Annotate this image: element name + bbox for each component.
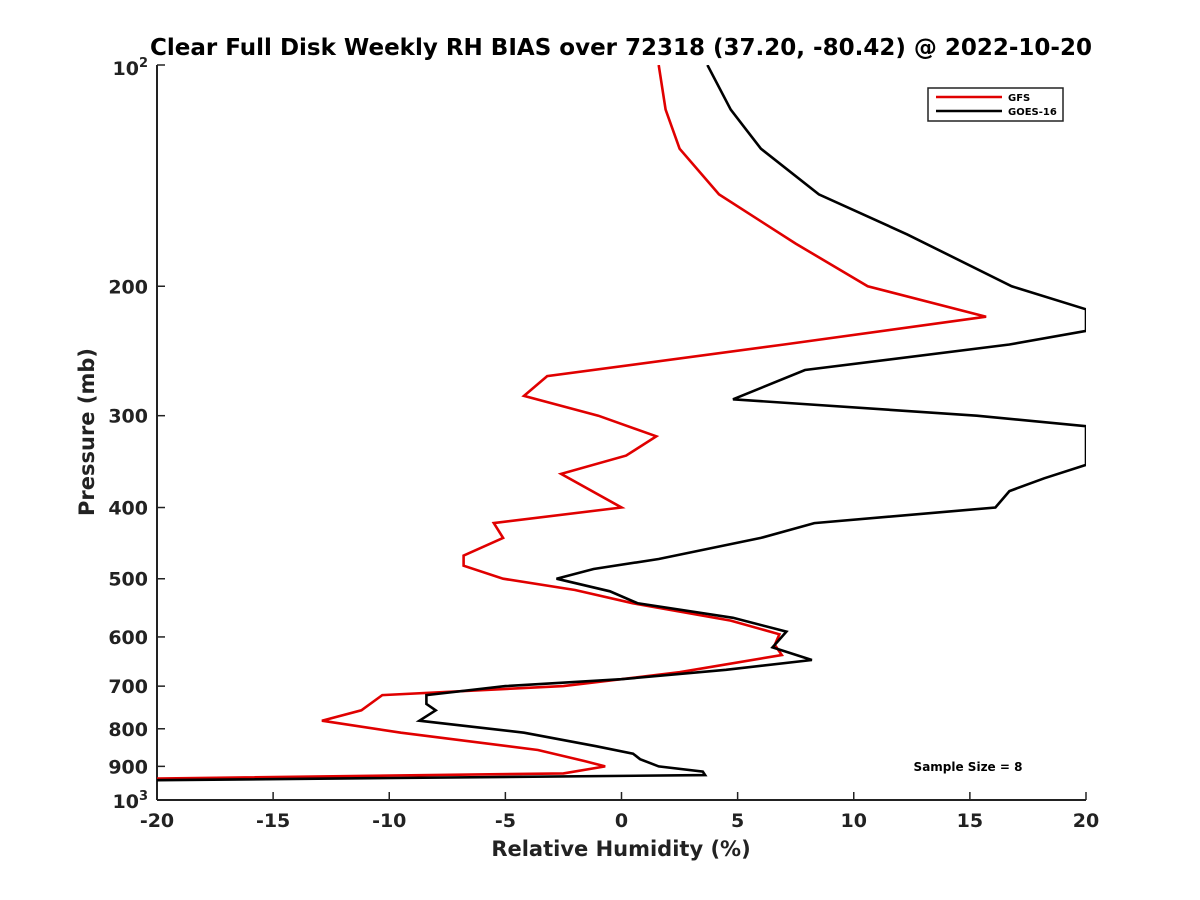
y-tick-label: 900 — [108, 756, 148, 778]
y-tick-label: 700 — [108, 676, 148, 698]
y-tick-label: 800 — [108, 719, 148, 741]
y-tick-label: 200 — [108, 276, 148, 298]
x-axis-label: Relative Humidity (%) — [491, 837, 750, 861]
y-tick-label: 300 — [108, 406, 148, 428]
y-tick-base: 10 — [113, 791, 139, 813]
series-group — [157, 65, 1086, 782]
y-tick-label: 103 — [113, 789, 149, 813]
x-tick-label: -20 — [140, 810, 174, 832]
series-line-goes-16 — [157, 65, 1086, 782]
x-tick-label: 20 — [1073, 810, 1099, 832]
y-tick-label: 600 — [108, 627, 148, 649]
x-tick-label: -5 — [495, 810, 516, 832]
chart-title: Clear Full Disk Weekly RH BIAS over 7231… — [150, 35, 1092, 61]
y-axis-label: Pressure (mb) — [75, 348, 99, 516]
y-tick-label: 500 — [108, 569, 148, 591]
legend: GFS GOES-16 — [927, 87, 1064, 122]
y-tick-base: 10 — [113, 58, 139, 80]
y-tick-exponent: 2 — [139, 56, 148, 71]
y-tick-label: 102 — [113, 56, 149, 80]
x-tick-label: 10 — [841, 810, 867, 832]
x-tick-label: 5 — [731, 810, 744, 832]
x-axis-ticks: -20 -15 -10 -5 0 5 10 15 20 — [140, 792, 1099, 832]
y-tick-exponent: 3 — [139, 789, 148, 804]
legend-label-goes-16: GOES-16 — [1008, 107, 1057, 118]
x-tick-label: -10 — [372, 810, 406, 832]
legend-box — [927, 87, 1064, 122]
x-tick-label: 0 — [615, 810, 628, 832]
series-line-gfs — [157, 65, 987, 780]
x-tick-label: -15 — [256, 810, 290, 832]
x-tick-label: 15 — [957, 810, 983, 832]
y-tick-label: 400 — [108, 498, 148, 520]
legend-label-gfs: GFS — [1008, 93, 1030, 104]
sample-size-annotation: Sample Size = 8 — [914, 760, 1023, 774]
